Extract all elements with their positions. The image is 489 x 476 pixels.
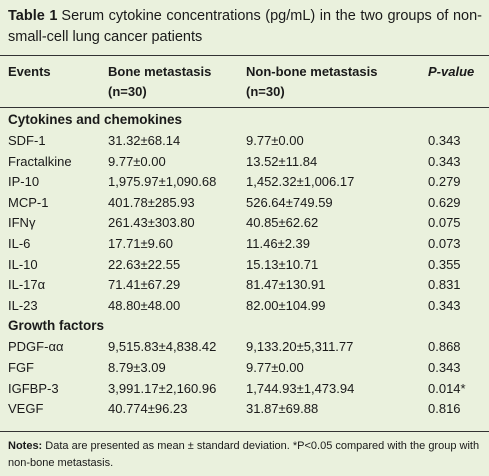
table-cell: 40.85±62.62 bbox=[246, 215, 319, 231]
table-cell: 9.77±0.00 bbox=[108, 153, 166, 169]
table-cell: 82.00±104.99 bbox=[246, 297, 326, 313]
notes-label: Notes: bbox=[8, 440, 43, 452]
table-cell: Fractalkine bbox=[8, 153, 72, 169]
table-label: Table 1 bbox=[8, 8, 58, 24]
table-cell: 3,991.17±2,160.96 bbox=[108, 380, 217, 396]
table-cell: 1,744.93±1,473.94 bbox=[246, 380, 355, 396]
table-cell: IL-17α bbox=[8, 277, 46, 293]
header-cell: P-value bbox=[428, 64, 475, 79]
table-cell: IL-10 bbox=[8, 256, 38, 272]
table-cell: 71.41±67.29 bbox=[108, 277, 181, 293]
table-cell: SDF-1 bbox=[8, 133, 46, 148]
table-cell: 9.77±0.00 bbox=[246, 360, 304, 375]
table-cell: IL-23 bbox=[8, 297, 38, 313]
table-cell: 13.52±11.84 bbox=[246, 153, 318, 169]
header-cell: Events bbox=[8, 64, 51, 79]
table-cell: 0.343 bbox=[428, 153, 461, 169]
header-cell: Bone metastasis bbox=[108, 64, 212, 79]
table-cell: MCP-1 bbox=[8, 194, 49, 210]
table-cell: 0.343 bbox=[428, 133, 461, 148]
table-cell: 0.831 bbox=[428, 277, 461, 293]
table-cell: 0.868 bbox=[428, 339, 461, 355]
table-cell: 0.075 bbox=[428, 215, 461, 231]
table-cell: 526.64±749.59 bbox=[246, 194, 333, 210]
table-cell: 0.343 bbox=[428, 360, 461, 375]
rule bbox=[0, 107, 489, 108]
table-cell: 0.816 bbox=[428, 401, 461, 417]
table-cell: IP-10 bbox=[8, 174, 40, 190]
header-cell: (n=30) bbox=[108, 84, 147, 99]
table-cell: 48.80±48.00 bbox=[108, 297, 181, 313]
table-cell: VEGF bbox=[8, 401, 44, 417]
title-text: Serum cytokine concentrations (pg/mL) in… bbox=[8, 8, 482, 45]
table-cell: 40.774±96.23 bbox=[108, 401, 188, 417]
table-cell: 9,133.20±5,311.77 bbox=[246, 339, 354, 355]
rule bbox=[0, 55, 489, 56]
rule bbox=[0, 431, 489, 432]
table-cell: 9,515.83±4,838.42 bbox=[108, 339, 217, 355]
table-cell: 22.63±22.55 bbox=[108, 256, 181, 272]
table-cell: 0.343 bbox=[428, 297, 461, 313]
table-cell: 17.71±9.60 bbox=[108, 236, 173, 251]
table-cell: IL-6 bbox=[8, 236, 31, 251]
table-cell: 0.355 bbox=[428, 256, 461, 272]
table-cell: 31.32±68.14 bbox=[108, 133, 181, 148]
table-cell: 1,452.32±1,006.17 bbox=[246, 174, 355, 190]
table-cell: 11.46±2.39 bbox=[246, 236, 311, 251]
header-cell: (n=30) bbox=[246, 84, 285, 99]
table-cell: PDGF-αα bbox=[8, 339, 64, 355]
table-cell: 1,975.97±1,090.68 bbox=[108, 174, 217, 190]
table-cell: 0.014* bbox=[428, 380, 466, 396]
notes-text: Data are presented as mean ± standard de… bbox=[8, 440, 480, 469]
table-cell: 0.629 bbox=[428, 194, 461, 210]
section-title: Cytokines and chemokines bbox=[8, 112, 183, 127]
notes: Notes: Data are presented as mean ± stan… bbox=[8, 438, 482, 472]
table-cell: 0.279 bbox=[428, 174, 461, 190]
table-cell: IGFBP-3 bbox=[8, 380, 59, 396]
table-cell: IFNγ bbox=[8, 215, 36, 231]
table-cell: 9.77±0.00 bbox=[246, 133, 304, 148]
table-cell: 81.47±130.91 bbox=[246, 277, 326, 293]
table-cell: 8.79±3.09 bbox=[108, 360, 166, 375]
table-cell: 401.78±285.93 bbox=[108, 194, 195, 210]
section-title: Growth factors bbox=[8, 318, 105, 334]
table-cell: 31.87±69.88 bbox=[246, 401, 319, 417]
table-cell: FGF bbox=[8, 360, 34, 375]
table-cell: 0.073 bbox=[428, 236, 461, 251]
table-cell: 15.13±10.71 bbox=[246, 256, 319, 272]
header-cell: Non-bone metastasis bbox=[246, 64, 378, 79]
table-cell: 261.43±303.80 bbox=[108, 215, 195, 231]
table-title: Table 1 Serum cytokine concentrations (pg… bbox=[8, 6, 482, 48]
